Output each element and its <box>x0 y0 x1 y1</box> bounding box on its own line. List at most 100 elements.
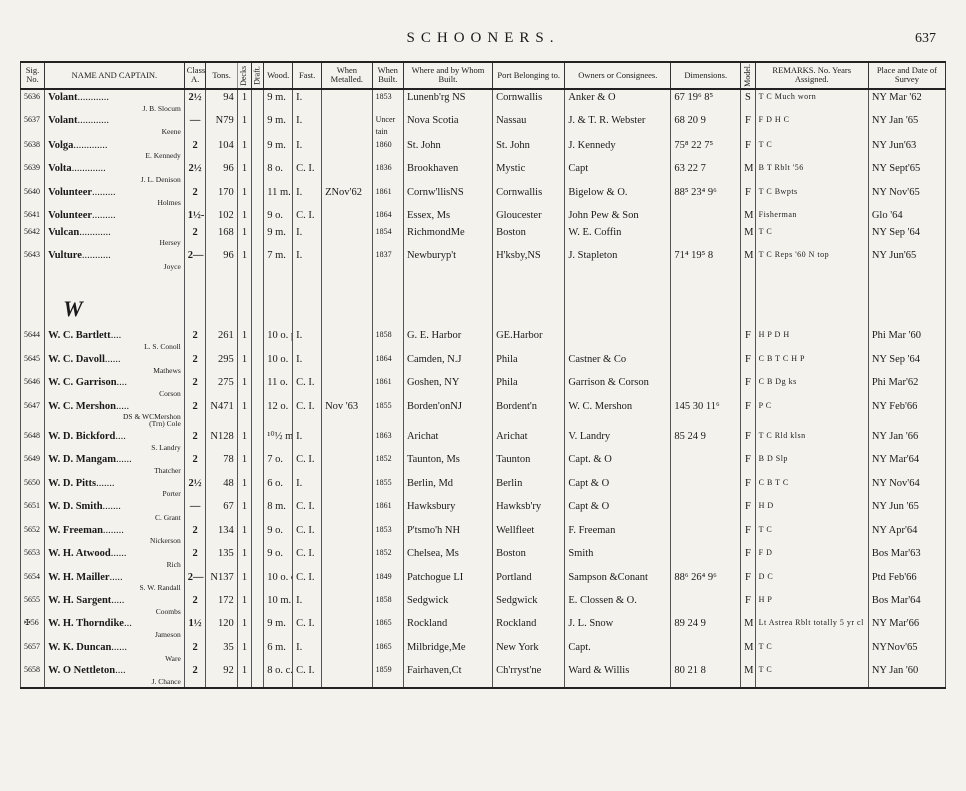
cell-where: Newburyp't <box>403 248 492 271</box>
cell-port: New York <box>493 640 565 663</box>
cell-name: W. C. Davoll......Mathews <box>45 352 185 375</box>
cell-draft <box>252 185 264 208</box>
cell-wood: 10 o. <box>264 352 293 375</box>
cell-model: F <box>741 523 755 546</box>
cell-decks: 1 <box>237 352 251 375</box>
cell-class: 2 <box>184 429 206 452</box>
cell-draft <box>252 113 264 137</box>
cell-where: G. E. Harbor <box>403 328 492 351</box>
cell-metalled <box>322 138 373 161</box>
cell-place: NY Sep '64 <box>868 352 945 375</box>
cell-built: 1865 <box>372 616 403 639</box>
cell-draft <box>252 616 264 639</box>
cell-tons: 96 <box>206 248 237 271</box>
cell-name: W. H. Thorndike...Jameson <box>45 616 185 639</box>
cell-model: M <box>741 616 755 639</box>
cell-fast: C. I. <box>293 375 322 398</box>
cell-decks: 1 <box>237 161 251 184</box>
cell-model: F <box>741 138 755 161</box>
cell-dims: 80 21 8 <box>671 663 741 687</box>
cell-name: W. D. Mangam......Thatcher <box>45 452 185 475</box>
cell-class: 2 <box>184 225 206 248</box>
cell-model: M <box>741 225 755 248</box>
cell-wood: 9 m. <box>264 89 293 113</box>
cell-draft <box>252 663 264 687</box>
cell-remarks: H D <box>755 499 868 522</box>
cell-built: 1861 <box>372 375 403 398</box>
cell-sig: 5657 <box>21 640 45 663</box>
cell-where: Fairhaven,Ct <box>403 663 492 687</box>
cell-wood: 6 o. <box>264 476 293 499</box>
cell-dims: 88⁶ 26⁴ 9⁶ <box>671 570 741 593</box>
table-row: 5643Vulture...........Joyce2—9617 m.I.18… <box>21 248 946 271</box>
cell-sig: 5650 <box>21 476 45 499</box>
page-header: SCHOONERS. 637 <box>20 30 946 47</box>
cell-owners: W. C. Mershon <box>565 399 671 429</box>
cell-built: Uncertain <box>372 113 403 137</box>
cell-tons: 78 <box>206 452 237 475</box>
cell-dims: 85 24 9 <box>671 429 741 452</box>
cell-place: NY Jan '66 <box>868 429 945 452</box>
table-row: 5646W. C. Garrison....Corson2275111 o.C.… <box>21 375 946 398</box>
cell-sig: 5642 <box>21 225 45 248</box>
cell-where: Patchogue LI <box>403 570 492 593</box>
cell-where: Arichat <box>403 429 492 452</box>
cell-remarks: T C Bwpts <box>755 185 868 208</box>
cell-sig: 5653 <box>21 546 45 569</box>
cell-class: 2 <box>184 352 206 375</box>
cell-built: 1853 <box>372 89 403 113</box>
cell-decks: 1 <box>237 328 251 351</box>
cell-place: NY Jun'65 <box>868 248 945 271</box>
cell-remarks: C B T C <box>755 476 868 499</box>
cell-wood: 11 o. <box>264 375 293 398</box>
cell-class: 1½ <box>184 616 206 639</box>
cell-model: F <box>741 113 755 137</box>
cell-fast: I. <box>293 185 322 208</box>
cell-port: Wellfleet <box>493 523 565 546</box>
cell-fast: I. <box>293 476 322 499</box>
cell-dims: 68 20 9 <box>671 113 741 137</box>
cell-place: NY Jan '60 <box>868 663 945 687</box>
cell-metalled: ZNov'62 <box>322 185 373 208</box>
cell-metalled <box>322 352 373 375</box>
table-row: 5642Vulcan............Hersey216819 m.I.1… <box>21 225 946 248</box>
cell-sig: 5643 <box>21 248 45 271</box>
cell-built: 1858 <box>372 593 403 616</box>
cell-draft <box>252 328 264 351</box>
cell-wood: 9 o. <box>264 546 293 569</box>
cell-where: Borden'onNJ <box>403 399 492 429</box>
cell-where: Brookhaven <box>403 161 492 184</box>
cell-built: 1852 <box>372 546 403 569</box>
cell-sig: 5658 <box>21 663 45 687</box>
cell-draft <box>252 523 264 546</box>
col-place: Place and Date of Survey <box>868 62 945 89</box>
cell-dims <box>671 352 741 375</box>
table-row: 5641Volunteer.........1½-10219 o.C. I.18… <box>21 208 946 225</box>
cell-model: M <box>741 663 755 687</box>
cell-fast: C. I. <box>293 208 322 225</box>
cell-draft <box>252 208 264 225</box>
cell-fast: I. <box>293 138 322 161</box>
cell-wood: 9 m. <box>264 616 293 639</box>
cell-class: 2 <box>184 546 206 569</box>
cell-place: Bos Mar'64 <box>868 593 945 616</box>
cell-metalled <box>322 429 373 452</box>
cell-place: NY Sep '64 <box>868 225 945 248</box>
cell-owners: Capt & O <box>565 499 671 522</box>
table-row: 5649W. D. Mangam......Thatcher27817 o.C.… <box>21 452 946 475</box>
cell-tons: 120 <box>206 616 237 639</box>
table-row: 5645W. C. Davoll......Mathews2295110 o.I… <box>21 352 946 375</box>
cell-decks: 1 <box>237 476 251 499</box>
cell-wood: 8 o. <box>264 161 293 184</box>
table-row: 5654W. H. Mailler.....S. W. Randall2—N13… <box>21 570 946 593</box>
cell-tons: 92 <box>206 663 237 687</box>
cell-model: F <box>741 476 755 499</box>
cell-built: 1861 <box>372 499 403 522</box>
cell-wood: 9 m. <box>264 113 293 137</box>
cell-owners: Capt. & O <box>565 452 671 475</box>
cell-model: F <box>741 429 755 452</box>
cell-where: Camden, N.J <box>403 352 492 375</box>
page-title: SCHOONERS. <box>70 30 896 47</box>
cell-tons: N471 <box>206 399 237 429</box>
cell-sig: 5639 <box>21 161 45 184</box>
